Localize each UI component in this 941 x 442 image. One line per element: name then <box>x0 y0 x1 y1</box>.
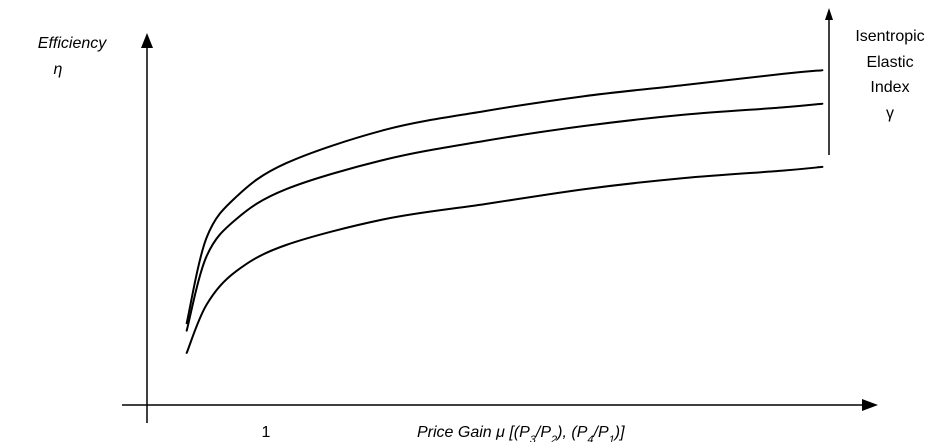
annotation-line-3: Index <box>870 79 909 96</box>
y-axis-symbol: η <box>54 61 63 78</box>
y-axis-arrow-icon <box>141 33 153 48</box>
annotation-line-1: Isentropic <box>855 28 924 45</box>
y-axis-label: Efficiency <box>38 35 107 52</box>
curve-series-2 <box>185 102 824 332</box>
annotation-line-2: Elastic <box>866 54 913 71</box>
x-tick-label: 1 <box>262 424 271 441</box>
curve-series-1 <box>185 69 824 325</box>
annotation-line-4: γ <box>886 105 894 122</box>
x-axis-arrow-icon <box>862 399 878 411</box>
x-axis-label: Price Gain μ [(P3/P2), (P4/P1)] <box>417 424 625 442</box>
gamma-arrow-up-icon <box>825 8 833 20</box>
curves-group <box>185 69 824 354</box>
curve-series-3 <box>185 165 824 354</box>
